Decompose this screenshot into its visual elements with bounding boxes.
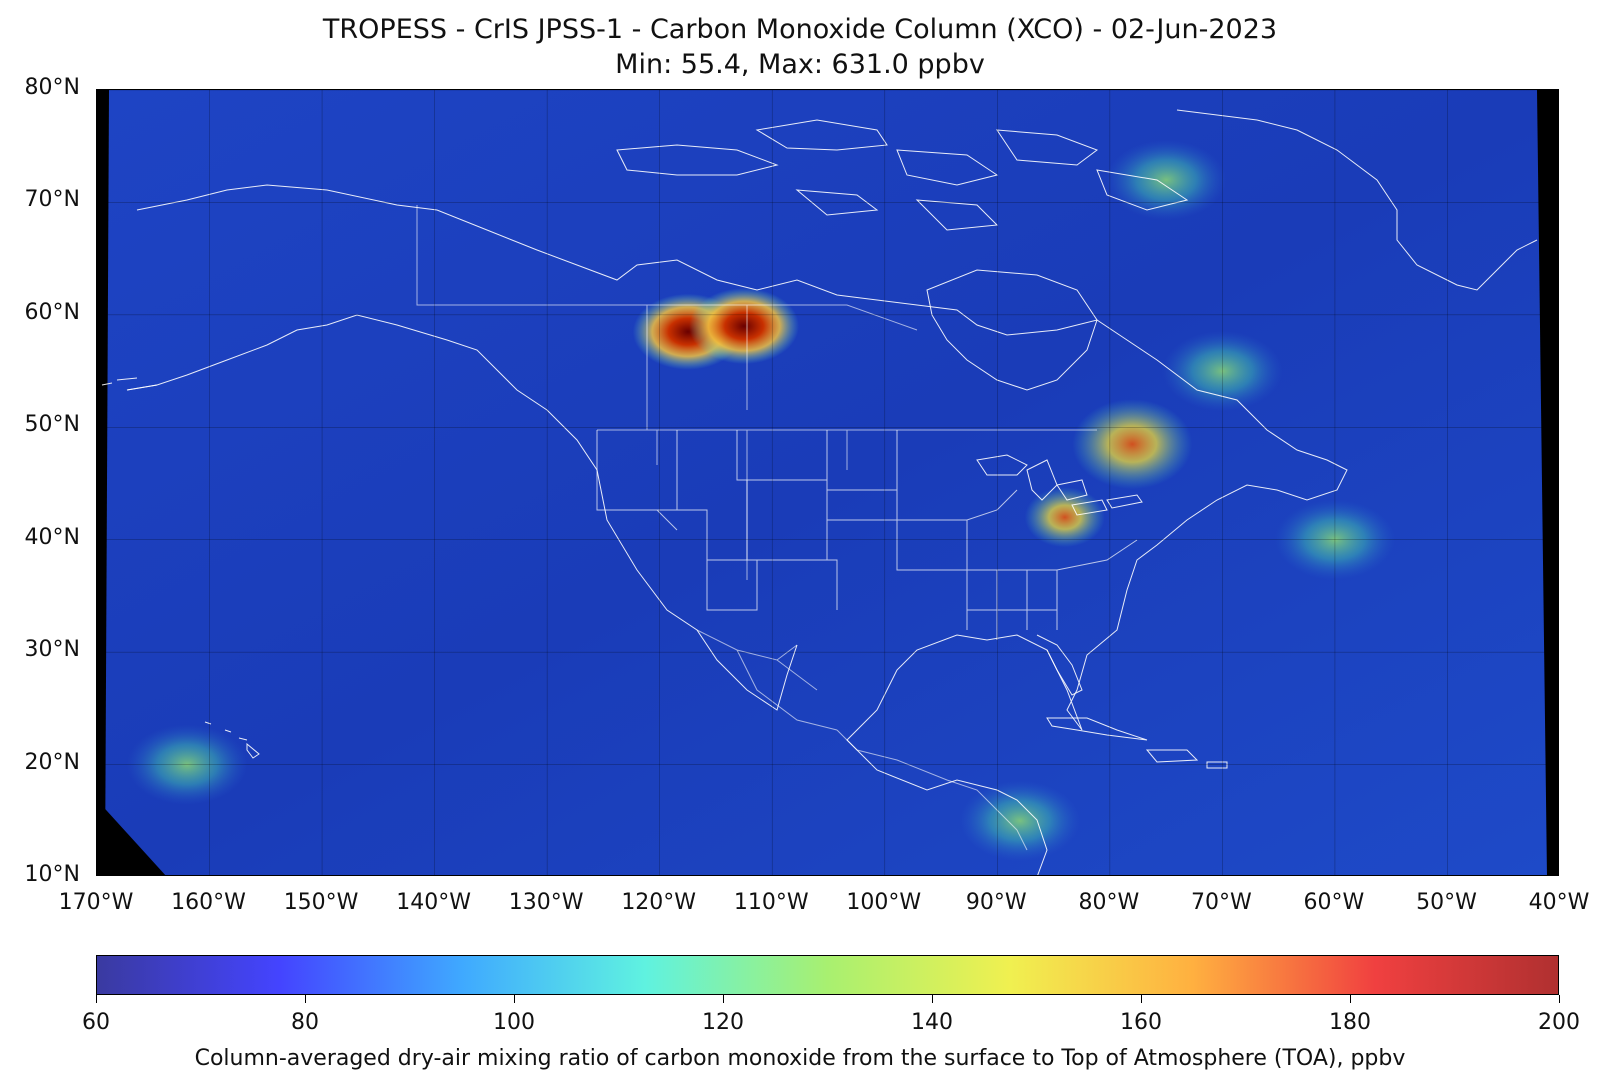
aleutian-islands	[101, 377, 158, 391]
colorbar-tick-label: 80	[291, 1010, 319, 1035]
no-data-right	[1537, 90, 1558, 875]
hispaniola-coastline	[1145, 749, 1199, 763]
cuba-coastline	[1046, 717, 1148, 741]
co-hotspot	[689, 288, 800, 365]
hudson-bay-coastline	[926, 269, 1098, 391]
colorbar-tick-label: 140	[911, 1010, 953, 1035]
co-hotspot	[1162, 331, 1283, 412]
map-background	[97, 90, 1558, 875]
co-hotspot	[1072, 399, 1193, 490]
co-hotspot	[1024, 487, 1105, 548]
colorbar-tick-label: 60	[82, 1010, 110, 1035]
co-hotspot	[1274, 499, 1395, 580]
colorbar-tick-label: 120	[702, 1010, 744, 1035]
arctic-islands	[616, 119, 1189, 231]
latitude-label: 30°N	[24, 637, 80, 663]
colorbar-tick-mark	[305, 995, 306, 1003]
colorbar-tick-mark	[1559, 995, 1560, 1003]
latitude-label: 60°N	[24, 299, 80, 325]
longitude-label: 40°W	[1528, 890, 1590, 915]
longitude-label: 140°W	[396, 890, 471, 915]
longitude-label: 70°W	[1191, 890, 1252, 915]
latitude-label: 80°N	[24, 75, 80, 100]
hawaii-islands	[204, 721, 260, 759]
longitude-label: 60°W	[1303, 890, 1365, 915]
colorbar-tick-label: 180	[1329, 1010, 1371, 1035]
longitude-label: 110°W	[733, 890, 809, 915]
map-subtitle: Min: 55.4, Max: 631.0 ppbv	[615, 49, 985, 80]
map-title: TROPESS - CrIS JPSS-1 - Carbon Monoxide …	[322, 14, 1278, 45]
co-hotspot	[127, 724, 248, 805]
puerto-rico-coastline	[1206, 761, 1228, 769]
graticule	[97, 90, 1558, 875]
longitude-label: 50°W	[1416, 890, 1477, 915]
greenland-coastline	[1176, 109, 1538, 291]
florida-coastline	[1036, 634, 1083, 696]
colorbar	[96, 955, 1559, 995]
latitude-label: 40°N	[24, 524, 80, 550]
longitude-label: 120°W	[621, 890, 697, 915]
co-hotspot	[1106, 139, 1227, 220]
colorbar-tick-mark	[723, 995, 724, 1003]
great-lakes	[976, 454, 1143, 516]
longitude-label: 80°W	[1078, 890, 1140, 915]
colorbar-tick-mark	[932, 995, 933, 1003]
latitude-label: 70°N	[24, 187, 80, 213]
colorbar-tick-label: 160	[1120, 1010, 1162, 1035]
colorbar-tick-mark	[96, 995, 97, 1003]
longitude-label: 90°W	[965, 890, 1027, 915]
mexico-boundaries	[696, 629, 1028, 851]
latitude-label: 20°N	[24, 749, 80, 775]
map-panel	[96, 89, 1559, 876]
no-data-left	[97, 90, 109, 875]
canada-boundaries	[416, 205, 1097, 580]
colorbar-tick-label: 200	[1538, 1010, 1580, 1035]
longitude-label: 160°W	[171, 890, 246, 915]
co-hotspot	[959, 780, 1080, 861]
co-concentration-layer	[127, 139, 1395, 861]
colorbar-label: Column-averaged dry-air mixing ratio of …	[194, 1046, 1406, 1071]
us-state-boundaries	[596, 430, 1138, 640]
colorbar-tick-mark	[1350, 995, 1351, 1003]
colorbar-tick-mark	[514, 995, 515, 1003]
latitude-label: 10°N	[24, 862, 80, 887]
colorbar-tick-label: 100	[493, 1010, 535, 1035]
colorbar-tick-mark	[1141, 995, 1142, 1003]
longitude-label: 100°W	[846, 890, 922, 915]
longitude-label: 150°W	[283, 890, 359, 915]
co-map	[97, 90, 1558, 875]
north-america-coastline	[126, 184, 1348, 875]
longitude-label: 130°W	[508, 890, 584, 915]
latitude-label: 50°N	[24, 412, 80, 438]
coastlines	[101, 109, 1538, 875]
longitude-label: 170°W	[58, 890, 134, 915]
